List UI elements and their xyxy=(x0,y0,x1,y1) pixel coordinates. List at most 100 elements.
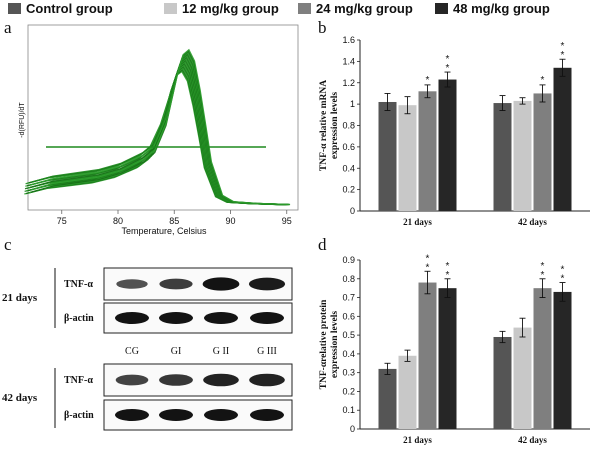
bar-48-mg-kg-group-42-days xyxy=(553,67,572,211)
melt-x-tick-label: 80 xyxy=(113,216,123,226)
significance-star: * xyxy=(541,75,545,86)
significance-star: * * xyxy=(541,261,545,281)
bar-control-group-21-days xyxy=(378,101,397,211)
legend-label-48: 48 mg/kg group xyxy=(453,1,550,16)
bar-24-mg-kg-group-21-days xyxy=(418,91,437,211)
bar-24-mg-kg-group-42-days xyxy=(533,93,552,211)
bar-12-mg-kg-group-42-days xyxy=(513,327,532,429)
bar-48-mg-kg-group-21-days xyxy=(438,288,457,429)
y-tick-label: 0.2 xyxy=(342,185,355,195)
y-tick-label: 1.4 xyxy=(342,56,355,66)
y-tick-label: 0.1 xyxy=(342,405,355,415)
bar-control-group-21-days xyxy=(378,368,397,429)
tnf-band-21 xyxy=(202,277,240,291)
actin-band-21 xyxy=(115,312,149,324)
melt-x-tick-label: 85 xyxy=(169,216,179,226)
y-tick-label: 0.2 xyxy=(342,386,355,396)
y-tick-label: 0.6 xyxy=(342,311,355,321)
tnf-band-42 xyxy=(159,374,193,386)
y-axis-title: TNF-α relative mRNAexpression levels xyxy=(319,80,340,171)
y-tick-label: 1 xyxy=(350,99,355,109)
y-tick-label: 0.3 xyxy=(342,368,355,378)
bar-24-mg-kg-group-42-days xyxy=(533,288,552,429)
y-tick-label: 0.8 xyxy=(342,121,355,131)
significance-star: * * xyxy=(561,41,565,61)
western-blot: 21 days 42 days TNF-α β-actin TNF-α β-ac… xyxy=(2,267,293,431)
blot-row-actin-42: β-actin xyxy=(64,410,94,421)
tnf-band-42 xyxy=(203,373,239,387)
legend-swatch-24 xyxy=(298,3,311,14)
melt-curve-line xyxy=(31,48,291,206)
mrna-bar-chart: 0 0.2 0.4 0.6 0.8 1 1.2 1.4 1.6 TNF-α relative mR… xyxy=(319,35,590,227)
y-tick-label: 0.5 xyxy=(342,330,355,340)
legend-label-12: 12 mg/kg group xyxy=(182,1,279,16)
y-tick-label: 0.4 xyxy=(342,349,355,359)
x-category-label: 42 days xyxy=(518,435,547,445)
x-category-label: 21 days xyxy=(403,435,432,445)
blot-row-tnf-21: TNF-α xyxy=(64,279,93,290)
legend-swatch-control xyxy=(8,3,21,14)
significance-star: * * xyxy=(426,253,430,273)
panel-letter-d: d xyxy=(318,235,327,254)
legend-label-control: Control group xyxy=(26,1,113,16)
bar-48-mg-kg-group-42-days xyxy=(553,291,572,429)
melt-x-tick-label: 75 xyxy=(57,216,67,226)
blot-lane-gi: GI xyxy=(171,346,182,357)
blot-row-actin-21: β-actin xyxy=(64,313,94,324)
blot-lane-gii: G II xyxy=(213,346,229,357)
tnf-band-42 xyxy=(115,374,149,386)
actin-band-42 xyxy=(250,409,284,421)
actin-band-21 xyxy=(204,312,238,324)
y-tick-label: 0.8 xyxy=(342,274,355,284)
blot-lane-cg: CG xyxy=(125,346,139,357)
y-tick-label: 0.6 xyxy=(342,142,355,152)
y-tick-label: 0 xyxy=(350,424,355,434)
actin-band-42 xyxy=(115,409,149,421)
tnf-band-21 xyxy=(116,279,148,289)
bar-12-mg-kg-group-42-days xyxy=(513,100,532,211)
legend: Control group 12 mg/kg group 24 mg/kg gr… xyxy=(8,1,550,16)
actin-band-42 xyxy=(204,409,238,421)
y-tick-label: 1.2 xyxy=(342,78,355,88)
protein-bar-chart: 0 0.1 0.2 0.3 0.4 0.5 0.6 0.7 0.8 0.9 TNF-αrelativ… xyxy=(319,253,590,445)
melt-curves xyxy=(24,48,291,206)
bar-control-group-42-days xyxy=(493,336,512,429)
panel-letter-a: a xyxy=(4,18,12,37)
blot-row-tnf-42: TNF-α xyxy=(64,375,93,386)
melt-curve-ylabel: -d(RFU)/dT xyxy=(19,102,26,138)
melt-curve-xlabel: Temperature, Celsius xyxy=(121,226,207,236)
bar-48-mg-kg-group-21-days xyxy=(438,79,457,211)
tnf-band-21 xyxy=(248,277,286,291)
y-tick-label: 0.7 xyxy=(342,293,355,303)
significance-star: * * xyxy=(446,54,450,74)
melt-curve-x-ticks: 75 80 85 90 95 xyxy=(57,210,292,226)
panel-letter-c: c xyxy=(4,235,12,254)
y-tick-label: 0 xyxy=(350,206,355,216)
melt-x-tick-label: 95 xyxy=(282,216,292,226)
actin-band-21 xyxy=(250,312,284,324)
bar-12-mg-kg-group-21-days xyxy=(398,105,417,211)
bar-control-group-42-days xyxy=(493,103,512,211)
bar-24-mg-kg-group-21-days xyxy=(418,282,437,429)
blot-lane-giii: G III xyxy=(257,346,277,357)
bar-12-mg-kg-group-21-days xyxy=(398,355,417,429)
significance-star: * * xyxy=(561,265,565,285)
tnf-band-21 xyxy=(159,278,193,290)
legend-swatch-48 xyxy=(435,3,448,14)
blot-day-42: 42 days xyxy=(2,392,38,404)
significance-star: * * xyxy=(446,261,450,281)
blot-day-21: 21 days xyxy=(2,292,38,304)
x-category-label: 42 days xyxy=(518,217,547,227)
x-category-label: 21 days xyxy=(403,217,432,227)
significance-star: * xyxy=(426,75,430,86)
actin-band-42 xyxy=(159,409,193,421)
y-tick-label: 0.4 xyxy=(342,163,355,173)
actin-band-21 xyxy=(159,312,193,324)
tnf-band-42 xyxy=(249,373,285,387)
melt-x-tick-label: 90 xyxy=(225,216,235,226)
panel-letter-b: b xyxy=(318,18,327,37)
melt-curve-chart: -d(RFU)/dT Temperature, Celsius 75 80 85 90… xyxy=(19,24,299,236)
legend-swatch-12 xyxy=(164,3,177,14)
y-axis-title: TNF-αrelative proteinexpression levels xyxy=(319,299,340,389)
